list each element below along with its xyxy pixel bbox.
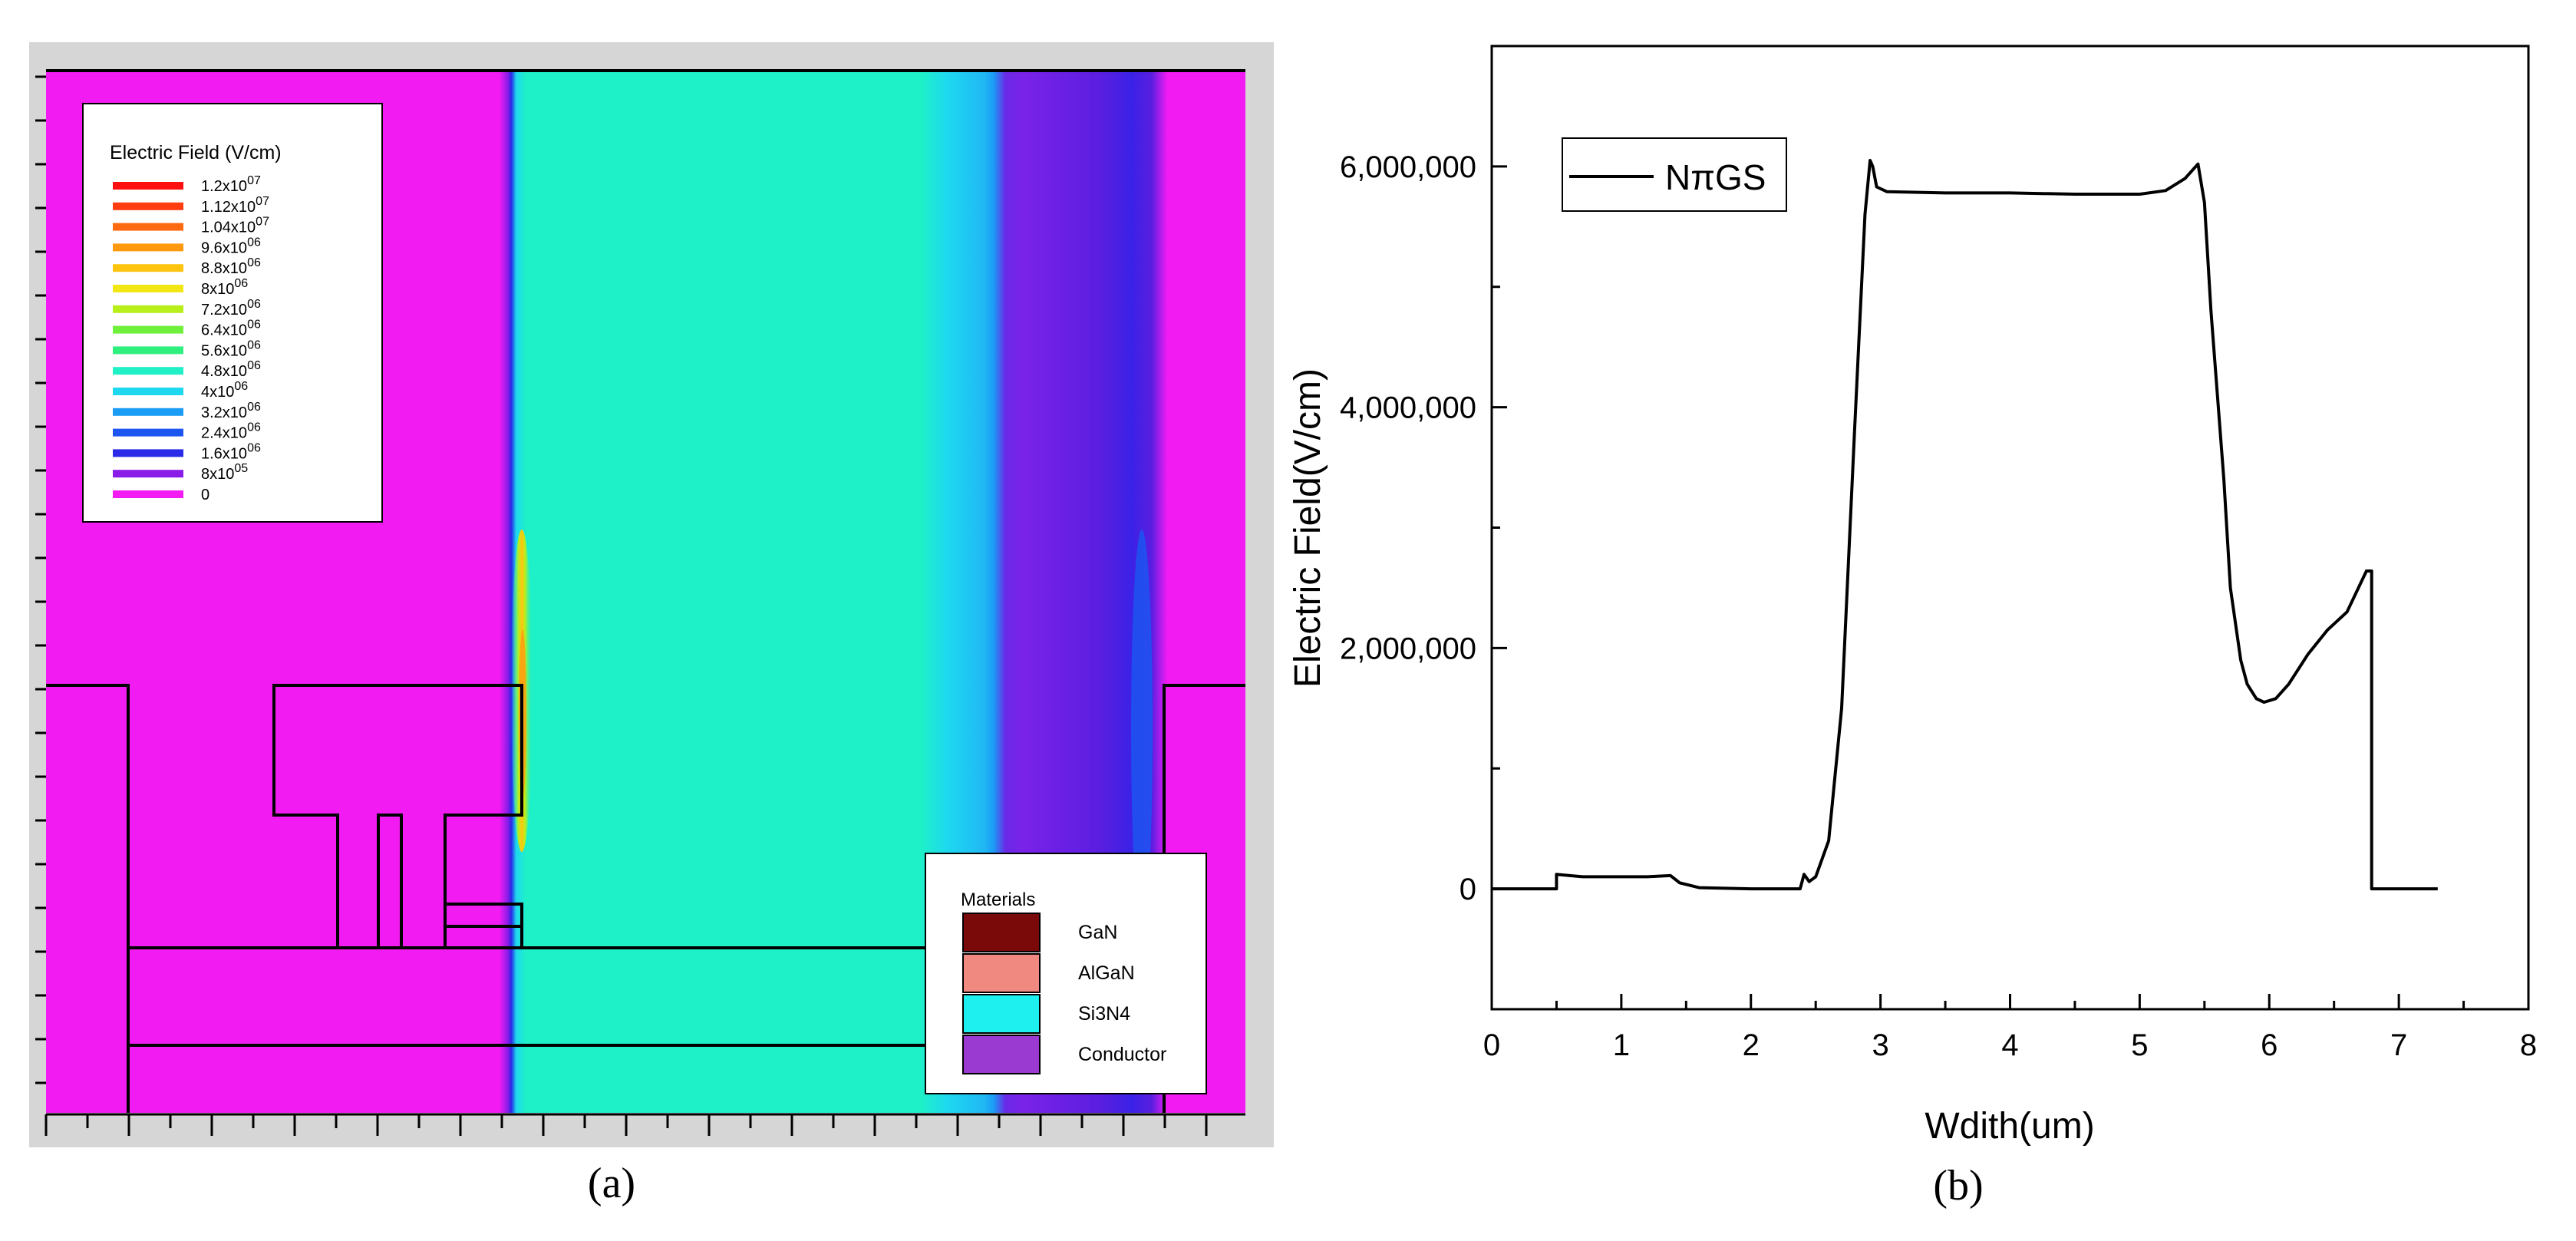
field-legend-swatch bbox=[113, 428, 183, 437]
y-axis-tick-label: 4,000,000 bbox=[1340, 391, 1476, 425]
field-legend-swatch bbox=[113, 202, 183, 210]
field-drain-peak bbox=[1131, 530, 1153, 929]
panel-b-line-chart: 0 1 2 3 4 5 6 7 8 0 2,000,000 4,000,000 6,000,000 Nπ… bbox=[1288, 45, 2537, 1210]
x-axis-label: Wdith(um) bbox=[1925, 1106, 2094, 1147]
field-legend-swatch bbox=[113, 408, 183, 416]
materials-legend-label: Conductor bbox=[1078, 1044, 1166, 1065]
source-contact bbox=[46, 684, 130, 1113]
chart-legend-box bbox=[1562, 137, 1787, 212]
materials-legend-swatch bbox=[962, 953, 1041, 993]
x-axis-tick-label: 7 bbox=[2390, 1028, 2407, 1062]
field-legend-swatch bbox=[113, 243, 183, 252]
x-axis-tick-label: 6 bbox=[2261, 1028, 2278, 1062]
materials-legend: Materials GaN AlGaN Si3N4 Conductor bbox=[925, 853, 1207, 1094]
field-legend: Electric Field (V/cm) 1.2x10071.12x10071… bbox=[82, 103, 383, 523]
materials-legend-swatch bbox=[962, 994, 1041, 1034]
x-axis-tick-label: 2 bbox=[1743, 1028, 1760, 1062]
panel-a-caption: (a) bbox=[588, 1160, 635, 1207]
field-legend-label: 1.6x1006 bbox=[201, 441, 261, 462]
field-legend-swatch bbox=[113, 449, 183, 457]
field-legend-swatch bbox=[113, 264, 183, 272]
ruler-left-ticks bbox=[35, 75, 46, 1084]
field-legend-swatch bbox=[113, 346, 183, 355]
ruler-bottom-ticks bbox=[45, 1114, 1208, 1136]
materials-legend-label: GaN bbox=[1078, 922, 1117, 943]
field-legend-swatch bbox=[113, 325, 183, 334]
x-axis-tick-label: 3 bbox=[1872, 1028, 1889, 1062]
field-legend-levels: 1.2x10071.12x10071.04x10079.6x10068.8x10… bbox=[113, 174, 269, 503]
y-axis-tick-label: 6,000,000 bbox=[1340, 150, 1476, 184]
x-axis-tick-label: 1 bbox=[1613, 1028, 1630, 1062]
x-axis-tick-label: 5 bbox=[2131, 1028, 2148, 1062]
field-legend-label: 0 bbox=[201, 487, 209, 503]
field-legend-title: Electric Field (V/cm) bbox=[110, 142, 282, 163]
y-axis-tick-label: 2,000,000 bbox=[1340, 632, 1476, 665]
materials-legend-swatch bbox=[962, 1035, 1041, 1074]
x-axis-tick-label: 4 bbox=[2001, 1028, 2018, 1062]
field-legend-swatch bbox=[113, 285, 183, 292]
gate-head bbox=[272, 684, 523, 948]
materials-legend-swatch bbox=[962, 913, 1041, 952]
field-legend-swatch bbox=[113, 470, 183, 478]
series-line-npigs bbox=[1492, 159, 2438, 891]
field-legend-swatch bbox=[113, 490, 183, 498]
chart-legend: NπGS bbox=[1562, 137, 1787, 212]
panel-b-caption: (b) bbox=[1933, 1162, 1983, 1210]
chart-legend-label: NπGS bbox=[1665, 157, 1766, 197]
materials-legend-label: AlGaN bbox=[1078, 962, 1135, 984]
materials-legend-label: Si3N4 bbox=[1078, 1003, 1130, 1025]
x-axis-tick-label: 0 bbox=[1483, 1028, 1500, 1062]
y-axis-tick-label: 0 bbox=[1460, 873, 1476, 906]
x-axis-tick-label: 8 bbox=[2520, 1028, 2537, 1062]
field-legend-swatch bbox=[113, 182, 183, 190]
materials-legend-title: Materials bbox=[961, 889, 1035, 910]
chart-axes: 0 1 2 3 4 5 6 7 8 0 2,000,000 4,000,000 6,000,000 bbox=[1340, 45, 2537, 1062]
field-legend-label: 1.04x1007 bbox=[201, 216, 269, 236]
materials-legend-items: GaN AlGaN Si3N4 Conductor bbox=[962, 913, 1166, 1074]
y-axis-label: Electric Field(V/cm) bbox=[1288, 368, 1328, 688]
field-legend-swatch bbox=[113, 367, 183, 375]
field-legend-swatch bbox=[113, 223, 183, 231]
field-legend-swatch bbox=[113, 305, 183, 313]
panel-a-field-map: Electric Field (V/cm) 1.2x10071.12x10071… bbox=[29, 42, 1274, 1207]
field-legend-swatch bbox=[113, 388, 183, 395]
